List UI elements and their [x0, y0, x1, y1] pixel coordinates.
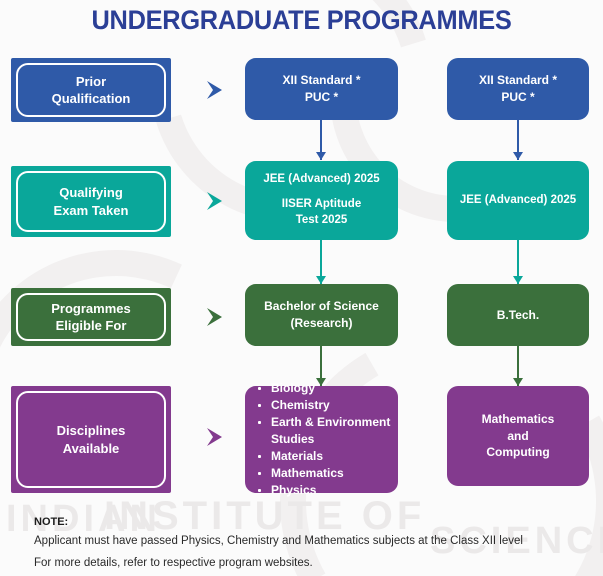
chevron-right-icon [203, 188, 229, 214]
row-label-text: Qualifying Exam Taken [53, 185, 129, 218]
label-inner-border: Programmes Eligible For [16, 293, 166, 341]
row-label-text: Programmes Eligible For [51, 300, 131, 333]
row-label-prior-qualification[interactable]: Prior Qualification [11, 58, 171, 122]
list-item: Physics [258, 482, 392, 499]
label-inner-border: Disciplines Available [16, 391, 166, 488]
arrow-down-col1-row1 [311, 120, 331, 160]
note-title: NOTE: [34, 516, 69, 528]
node-programmes-col1[interactable]: Bachelor of Science (Research) [245, 284, 398, 346]
node-text: Bachelor of Science (Research) [264, 299, 379, 330]
node-text: Mathematics and Computing [481, 412, 555, 460]
disciplines-list: Biology Chemistry Earth & Environment St… [245, 380, 398, 499]
row-label-text: Disciplines Available [56, 423, 126, 456]
chevron-right-icon [203, 77, 229, 103]
node-prior-qualification-col2[interactable]: XII Standard * PUC * [447, 58, 589, 120]
note-block: NOTE: Applicant must have passed Physics… [34, 516, 523, 576]
list-item: Materials [258, 448, 392, 465]
row-label-text: Prior Qualification [51, 73, 131, 106]
node-qualifying-exam-col2[interactable]: JEE (Advanced) 2025 [447, 161, 589, 240]
row-label-disciplines-available[interactable]: Disciplines Available [11, 386, 171, 493]
list-item: Chemistry [258, 397, 392, 414]
list-item: Biology [258, 380, 392, 397]
arrow-down-col1-row2 [311, 240, 331, 284]
chevron-right-icon [203, 424, 229, 450]
note-line-2: For more details, refer to respective pr… [34, 556, 313, 569]
list-item: Mathematics [258, 465, 392, 482]
chevron-right-icon [203, 304, 229, 330]
node-qualifying-exam-col1[interactable]: JEE (Advanced) 2025 IISER Aptitude Test … [245, 161, 398, 240]
arrow-down-col2-row3 [508, 346, 528, 386]
note-line-1: Applicant must have passed Physics, Chem… [34, 535, 523, 547]
label-inner-border: Prior Qualification [16, 63, 166, 117]
node-text: B.Tech. [496, 307, 540, 322]
node-disciplines-col2[interactable]: Mathematics and Computing [447, 386, 589, 486]
arrow-down-col2-row1 [508, 120, 528, 160]
node-text: XII Standard * PUC * [282, 73, 361, 104]
row-label-programmes-eligible-for[interactable]: Programmes Eligible For [11, 288, 171, 346]
node-programmes-col2[interactable]: B.Tech. [447, 284, 589, 346]
row-label-qualifying-exam-taken[interactable]: Qualifying Exam Taken [11, 166, 171, 237]
node-prior-qualification-col1[interactable]: XII Standard * PUC * [245, 58, 398, 120]
node-text: JEE (Advanced) 2025 [459, 193, 577, 206]
node-disciplines-col1[interactable]: Biology Chemistry Earth & Environment St… [245, 381, 398, 497]
arrow-down-col2-row2 [508, 240, 528, 284]
page-title: UNDERGRADUATE PROGRAMMES [91, 5, 512, 35]
node-text: JEE (Advanced) 2025 IISER Aptitude Test … [263, 173, 380, 226]
node-text: XII Standard * PUC * [478, 73, 558, 104]
list-item: Earth & Environment Studies [258, 414, 392, 448]
label-inner-border: Qualifying Exam Taken [16, 171, 166, 232]
arrow-down-col1-row3 [311, 346, 331, 386]
